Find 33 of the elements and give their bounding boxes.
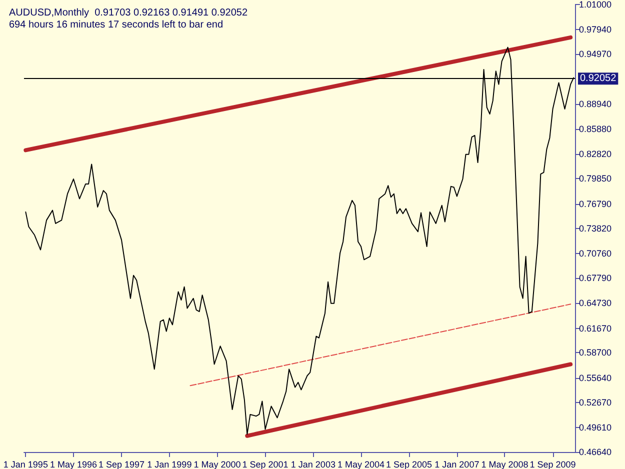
y-tick-label: 0.79850: [579, 174, 612, 184]
x-tick-label: 1 May 2008: [481, 460, 528, 469]
y-tick-label: 0.64730: [579, 298, 612, 308]
x-tick-label: 1 Jan 1995: [3, 460, 48, 469]
x-tick-label: 1 Sep 2005: [386, 460, 432, 469]
y-tick-label: 1.01000: [579, 0, 612, 10]
x-tick-label: 1 May 1996: [50, 460, 98, 469]
y-tick-label: 0.67790: [579, 272, 612, 283]
y-tick-label: 0.88940: [579, 98, 612, 109]
y-tick-label: 0.82820: [579, 149, 612, 160]
y-tick-label: 0.76790: [579, 198, 612, 209]
chart-title: AUDUSD,Monthly 0.91703 0.92163 0.91491 0.92052: [9, 8, 248, 18]
x-tick-label: 1 Sep 2009: [530, 460, 576, 469]
ref-line-label: 0.92052: [580, 73, 617, 84]
y-tick-label: 0.49610: [579, 422, 612, 433]
y-tick-label: 0.55640: [579, 372, 612, 383]
y-tick-label: 0.97940: [579, 24, 612, 35]
y-tick-label: 0.85880: [579, 124, 612, 134]
x-tick-label: 1 May 2000: [194, 460, 241, 469]
x-tick-label: 1 Jan 2003: [290, 460, 336, 469]
x-tick-label: 1 Sep 1997: [98, 460, 145, 469]
y-tick-label: 0.58700: [579, 348, 612, 358]
y-tick-label: 0.94970: [579, 49, 612, 60]
y-tick-label: 0.61670: [579, 323, 612, 334]
x-tick-label: 1 Sep 2001: [242, 460, 288, 469]
y-tick-label: 0.73820: [579, 223, 612, 234]
x-tick-label: 1 Jan 1999: [147, 460, 192, 469]
y-tick-label: 0.70760: [579, 248, 612, 258]
text: 694 hours 16 minutes 17 seconds left to bar end: [9, 20, 224, 30]
x-tick-label: 1 May 2004: [337, 460, 385, 469]
x-tick-label: 1 Jan 2007: [434, 460, 480, 469]
y-tick-label: 0.46640: [579, 447, 612, 457]
y-tick-label: 0.52670: [579, 397, 612, 408]
